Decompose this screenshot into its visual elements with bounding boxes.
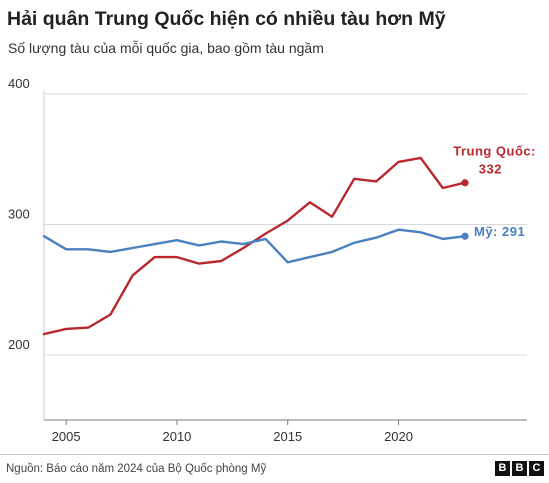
x-tick-label: 2015 bbox=[273, 429, 302, 444]
y-tick-label: 400 bbox=[8, 76, 30, 91]
series-label-china: Trung Quốc: bbox=[453, 144, 536, 159]
axes: 200 300 400 2005 2010 2015 2020 bbox=[8, 76, 527, 444]
chart-title: Hải quân Trung Quốc hiện có nhiều tàu hơ… bbox=[7, 8, 446, 30]
source-note: Nguồn: Báo cáo năm 2024 của Bộ Quốc phòn… bbox=[6, 463, 267, 475]
series bbox=[42, 156, 469, 336]
series-end-point bbox=[461, 232, 469, 240]
bbc-logo: B B C bbox=[495, 461, 544, 476]
y-tick-label: 200 bbox=[8, 337, 30, 352]
logo-letter: B bbox=[512, 461, 527, 476]
series-line bbox=[42, 228, 467, 264]
chart-subtitle: Số lượng tàu của mỗi quốc gia, bao gồm t… bbox=[8, 40, 324, 56]
x-tick-label: 2005 bbox=[52, 429, 81, 444]
footer-divider bbox=[0, 454, 549, 455]
series-labels: Trung Quốc: 332 Mỹ: 291 bbox=[453, 144, 536, 240]
x-tick-label: 2010 bbox=[162, 429, 191, 444]
logo-letter: C bbox=[529, 461, 544, 476]
logo-letter: B bbox=[495, 461, 510, 476]
series-end-point bbox=[461, 179, 469, 187]
series-label-us: Mỹ: 291 bbox=[474, 224, 525, 239]
x-tick-label: 2020 bbox=[384, 429, 413, 444]
series-line bbox=[42, 156, 467, 336]
grid-lines bbox=[44, 93, 527, 356]
y-tick-label: 300 bbox=[8, 207, 30, 222]
series-value-china: 332 bbox=[479, 162, 502, 177]
line-chart: 200 300 400 2005 2010 2015 2020 Trung Quốc: 332… bbox=[8, 76, 536, 444]
